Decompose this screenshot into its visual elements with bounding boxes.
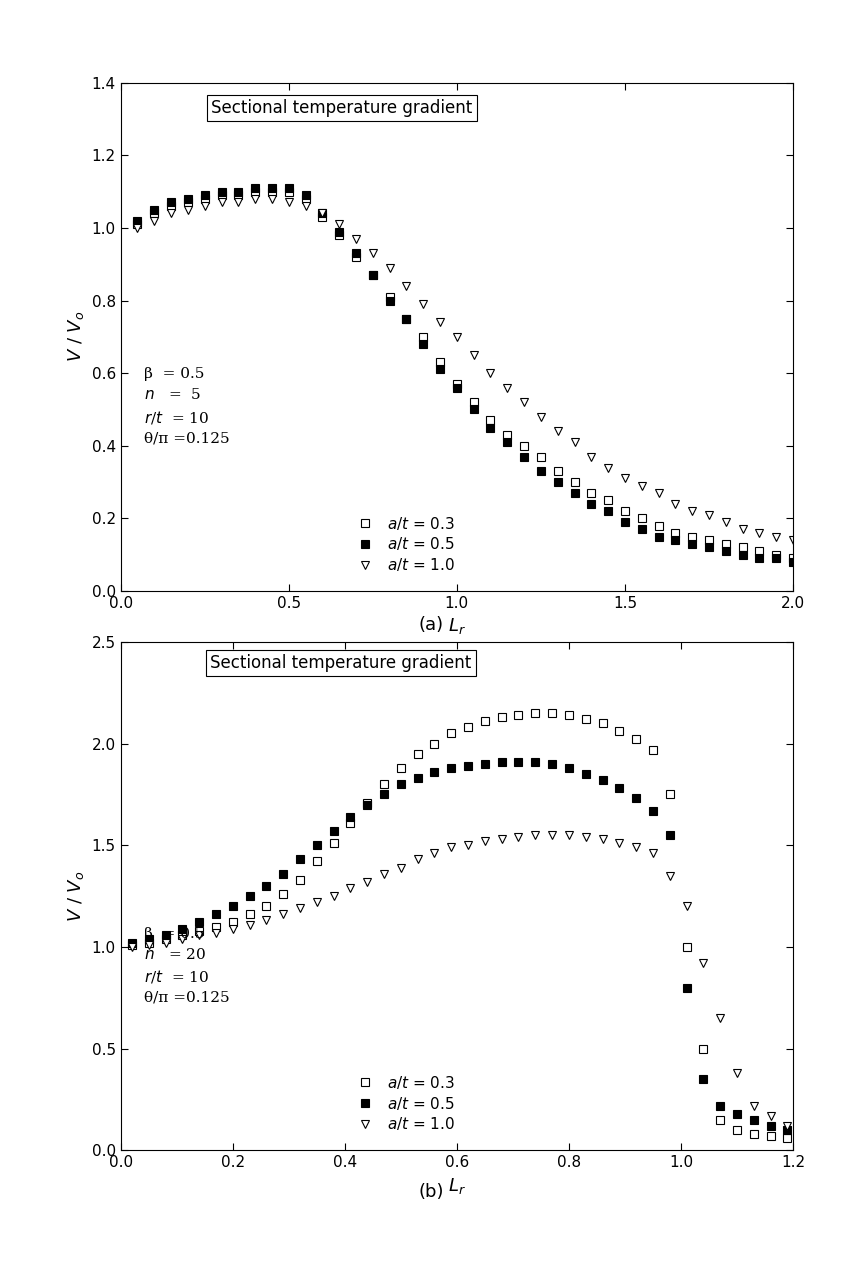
X-axis label: $L_r$: $L_r$ [448,1176,465,1196]
Text: Sectional temperature gradient: Sectional temperature gradient [210,655,471,672]
Y-axis label: $V$ / $V_o$: $V$ / $V_o$ [66,871,86,921]
X-axis label: $L_r$: $L_r$ [448,616,465,637]
Text: Sectional temperature gradient: Sectional temperature gradient [211,99,472,117]
Text: β  = 0.5
$n$   =  5
$r$/$t$  = 10
θ/π =0.125: β = 0.5 $n$ = 5 $r$/$t$ = 10 θ/π =0.125 [144,367,230,446]
Text: (b): (b) [418,1183,443,1201]
Legend: $a/t$ = 0.3, $a/t$ = 0.5, $a/t$ = 1.0: $a/t$ = 0.3, $a/t$ = 0.5, $a/t$ = 1.0 [350,1074,455,1132]
Y-axis label: $V$ / $V_o$: $V$ / $V_o$ [66,311,86,362]
Legend: $a/t$ = 0.3, $a/t$ = 0.5, $a/t$ = 1.0: $a/t$ = 0.3, $a/t$ = 0.5, $a/t$ = 1.0 [350,515,455,573]
Text: (a): (a) [418,616,443,634]
Text: β  = 0.5
$n$   = 20
$r$/$t$  = 10
θ/π =0.125: β = 0.5 $n$ = 20 $r$/$t$ = 10 θ/π =0.125 [144,927,230,1005]
